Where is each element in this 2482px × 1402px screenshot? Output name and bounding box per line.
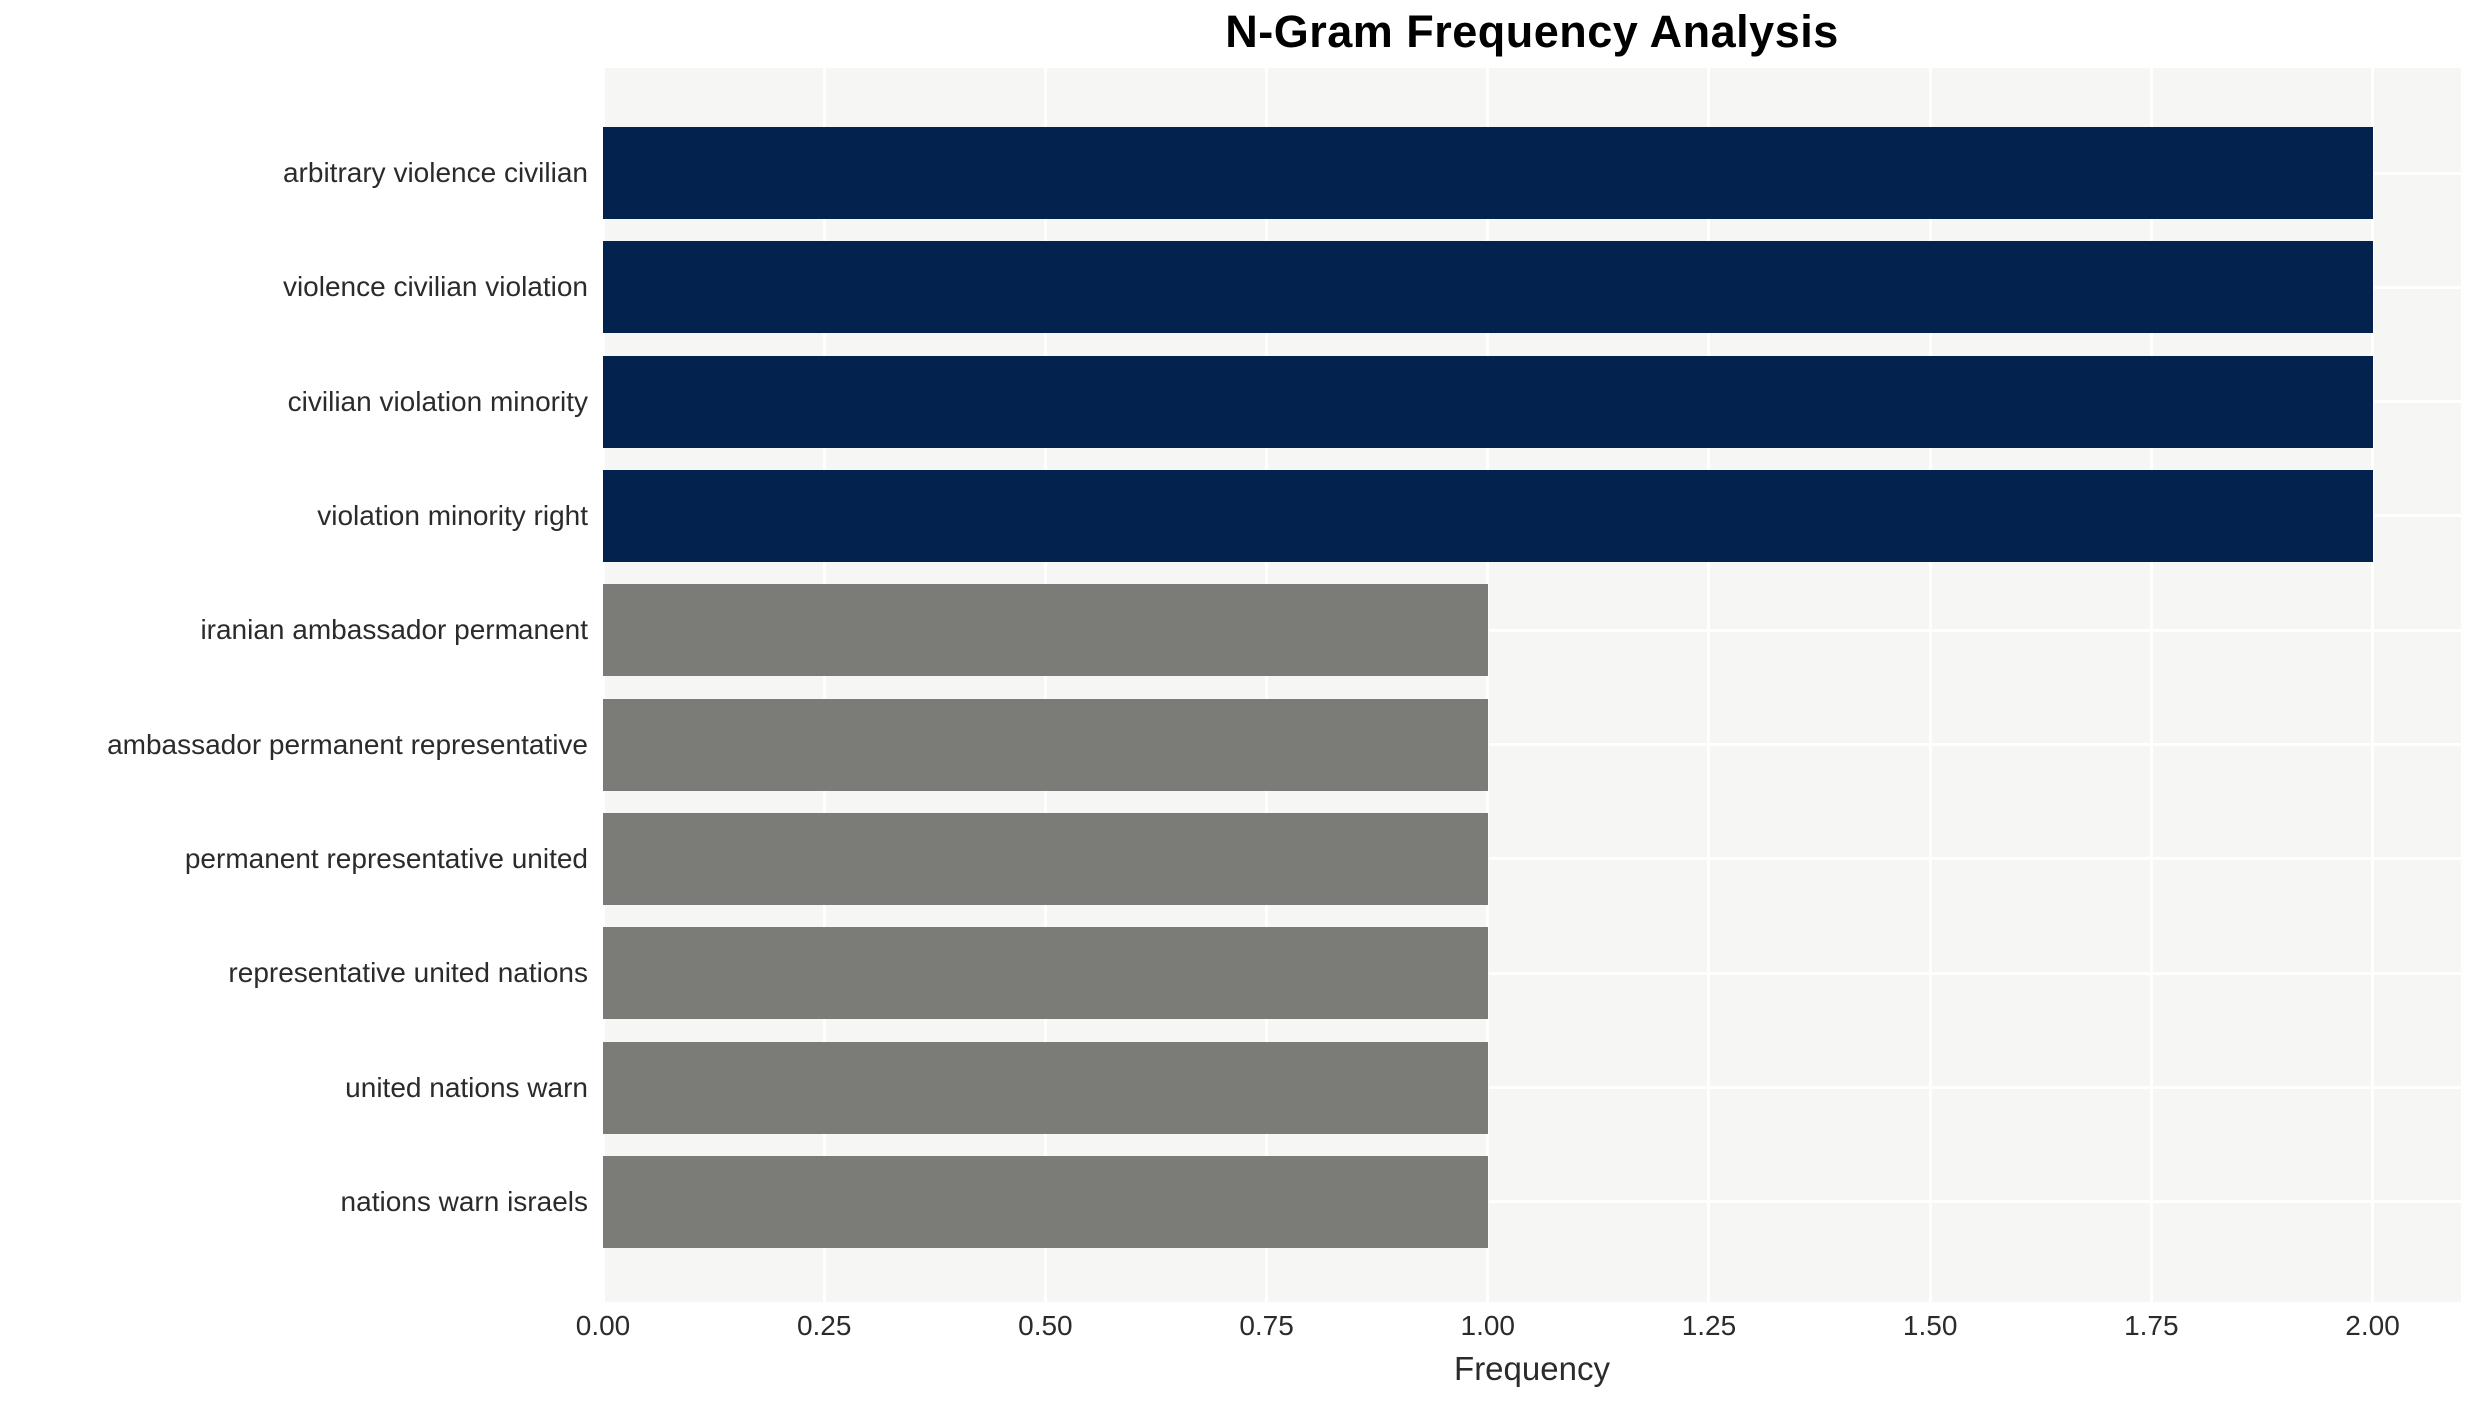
- x-axis-label: Frequency: [1454, 1350, 1610, 1387]
- y-axis-label: nations warn israels: [340, 1185, 588, 1217]
- y-axis-label: representative united nations: [228, 957, 588, 989]
- x-gridline: [2371, 68, 2375, 1302]
- y-axis-label: united nations warn: [345, 1071, 588, 1103]
- bar: [603, 241, 2373, 334]
- y-gridline: [603, 628, 2461, 632]
- x-tick-label: 1.00: [1460, 1310, 1516, 1341]
- x-gridline: [601, 68, 605, 1302]
- bar: [603, 1041, 1488, 1134]
- x-tick-label: 0.00: [575, 1310, 631, 1341]
- bar: [603, 127, 2373, 219]
- x-tick-label: 1.50: [1902, 1310, 1958, 1341]
- y-gridline: [603, 743, 2461, 747]
- y-axis-label: violence civilian violation: [282, 271, 588, 303]
- x-gridline: [1265, 68, 1269, 1302]
- bar: [603, 698, 1488, 791]
- y-axis-label: civilian violation minority: [287, 385, 588, 417]
- x-tick-label: 0.25: [796, 1310, 852, 1341]
- bar: [603, 469, 2373, 562]
- chart-title: N-Gram Frequency Analysis: [1225, 6, 1839, 57]
- x-tick-label: 1.25: [1681, 1310, 1737, 1341]
- y-axis-label: permanent representative united: [184, 842, 588, 874]
- x-tick-label: 2.00: [2345, 1310, 2400, 1341]
- x-gridline: [2149, 68, 2153, 1302]
- y-axis-label: arbitrary violence civilian: [282, 157, 588, 188]
- bar: [603, 812, 1488, 905]
- y-gridline: [603, 857, 2461, 861]
- x-gridline: [1486, 68, 1490, 1302]
- y-axis-label: ambassador permanent representative: [107, 728, 588, 760]
- x-gridline: [1928, 68, 1932, 1302]
- bar: [603, 1155, 1488, 1248]
- bar: [603, 355, 2373, 448]
- y-gridline: [603, 1086, 2461, 1090]
- y-axis-label: violation minority right: [317, 499, 588, 531]
- x-tick-label: 1.75: [2124, 1310, 2179, 1341]
- plot-area: [601, 68, 2461, 1302]
- y-gridline: [603, 971, 2461, 975]
- y-axis-label: iranian ambassador permanent: [200, 614, 588, 646]
- x-tick-label: 0.50: [1018, 1310, 1073, 1341]
- y-gridline: [603, 1200, 2461, 1204]
- x-gridline: [1707, 68, 1711, 1302]
- x-gridline: [822, 68, 826, 1302]
- bar: [603, 584, 1488, 677]
- bar: [603, 927, 1488, 1020]
- x-tick-label: 0.75: [1239, 1310, 1294, 1341]
- x-gridline: [1043, 68, 1047, 1302]
